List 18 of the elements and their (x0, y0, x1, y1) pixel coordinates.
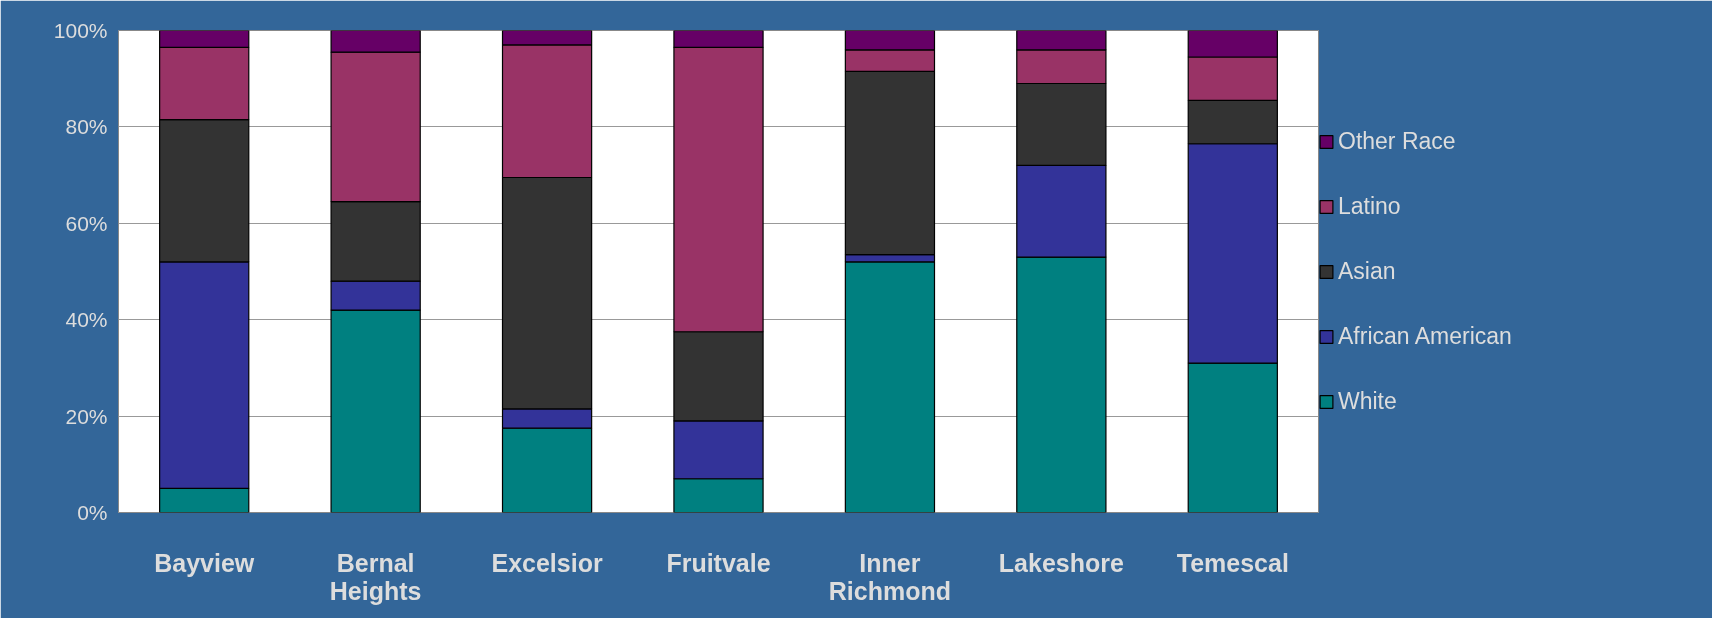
legend-label: White (1338, 387, 1397, 415)
x-tick-label: Inner Richmond (828, 548, 952, 605)
x-tick-label: Fruitvale (666, 548, 771, 577)
legend-label: Latino (1338, 192, 1401, 220)
x-tick-label: Excelsior (491, 548, 603, 577)
y-tick-label: 60% (65, 211, 108, 235)
y-tick-label: 80% (65, 115, 108, 139)
y-tick-label: 40% (65, 308, 108, 332)
y-tick-label: 100% (53, 19, 108, 42)
x-tick-label: Bayview (154, 548, 255, 577)
legend-label: Other Race (1338, 127, 1456, 155)
legend-label: Asian (1338, 257, 1396, 285)
legend-label: African American (1338, 322, 1512, 350)
y-tick-label: 20% (65, 404, 108, 428)
x-tick-label: Temescal (1176, 548, 1289, 577)
x-tick-label: Lakeshore (998, 548, 1124, 577)
x-tick-label: Bernal Heights (329, 548, 422, 605)
y-tick-label: 0% (77, 501, 108, 524)
